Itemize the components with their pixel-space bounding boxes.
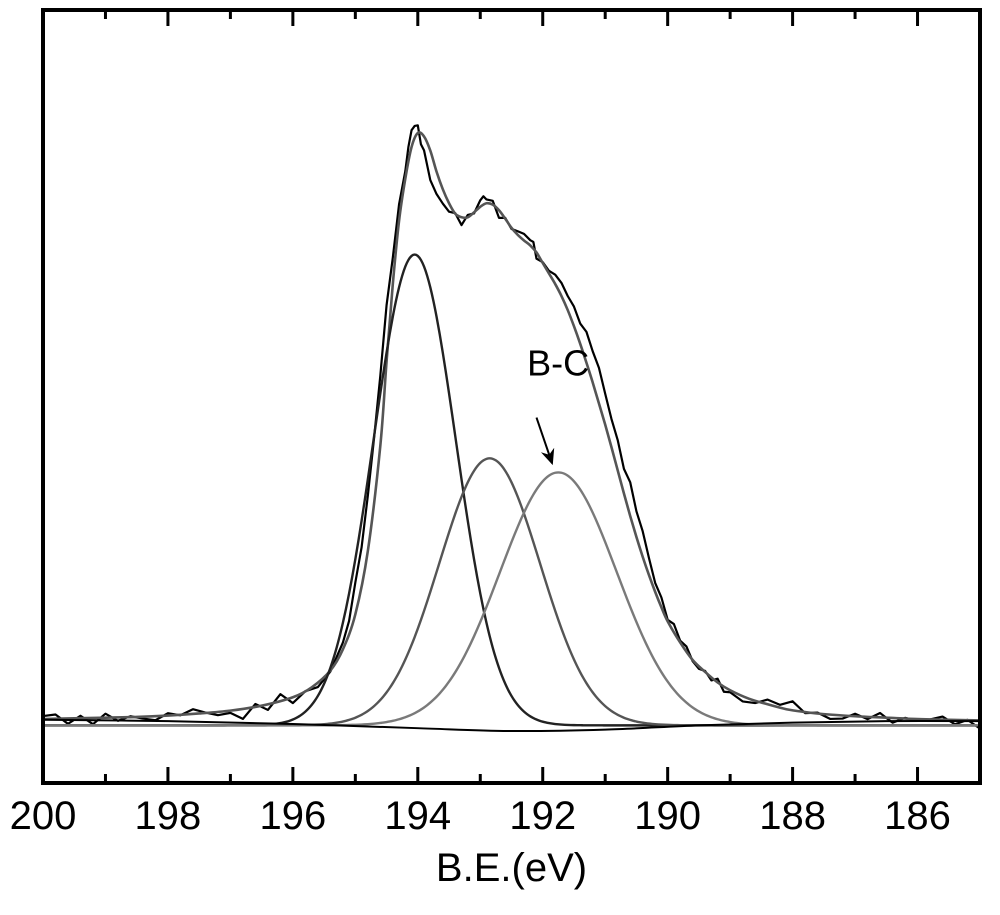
figure-container: 200 198 196 194 192 190 188 186 B.E.(eV) B-C [0, 0, 1000, 915]
x-tick-label: 188 [759, 794, 826, 838]
x-tick-label: 186 [884, 794, 951, 838]
x-tick-label: 198 [135, 794, 202, 838]
xps-spectrum-chart: 200 198 196 194 192 190 188 186 B.E.(eV) B-C [0, 0, 1000, 915]
annotation-bc-label: B-C [527, 342, 589, 383]
x-axis-label: B.E.(eV) [436, 846, 587, 890]
x-tick-label: 196 [259, 794, 326, 838]
x-tick-label: 194 [384, 794, 451, 838]
x-tick-label: 190 [634, 794, 701, 838]
x-tick-label: 200 [10, 794, 77, 838]
x-tick-label: 192 [509, 794, 576, 838]
